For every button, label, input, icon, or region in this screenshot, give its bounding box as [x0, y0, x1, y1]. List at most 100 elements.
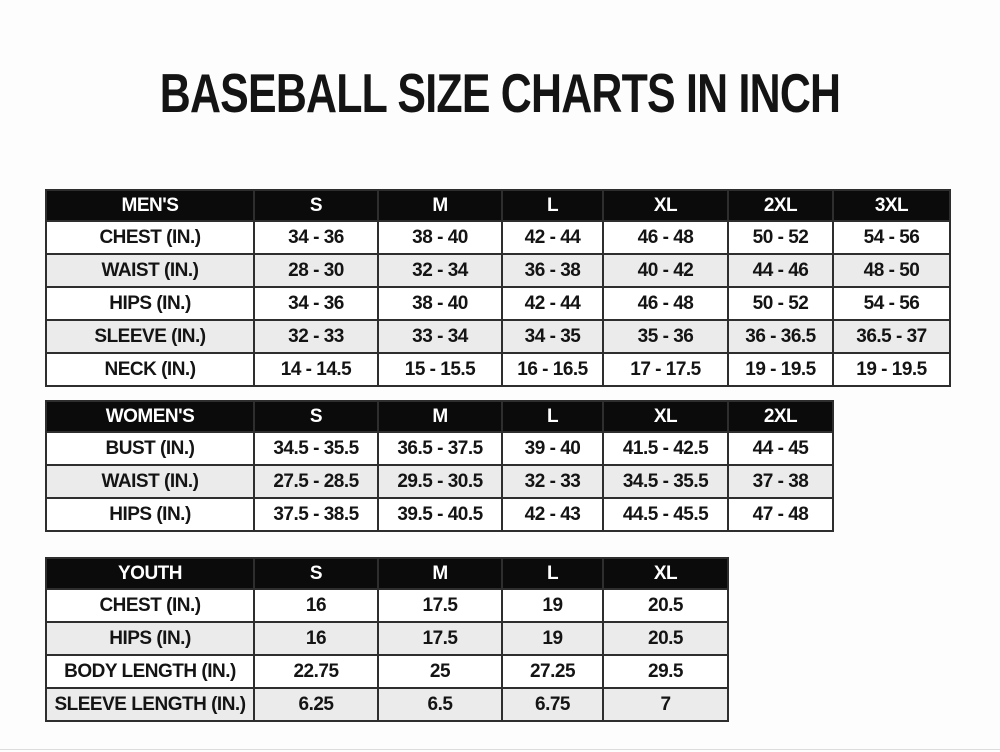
cell-body-length-in-xl: 29.5 [602, 654, 729, 689]
table-header-row: MEN'S S M L XL 2XL 3XL [45, 189, 951, 222]
size-table-womens: WOMEN'S S M L XL 2XL BUST (IN.) 34.5 - 35.5 36.5… [45, 400, 834, 532]
cell-neck-in-m: 15 - 15.5 [377, 352, 503, 387]
cell-neck-in-l: 16 - 16.5 [501, 352, 604, 387]
cell-sleeve-length-in-xl: 7 [602, 687, 729, 722]
row-label-sleeve-length-in: SLEEVE LENGTH (IN.) [45, 687, 255, 722]
col-header-women-s: WOMEN'S [45, 400, 255, 433]
cell-sleeve-in-3xl: 36.5 - 37 [832, 319, 951, 354]
cell-waist-in-2xl: 44 - 46 [727, 253, 834, 288]
row-label-hips-in: HIPS (IN.) [45, 621, 255, 656]
row-label-sleeve-in: SLEEVE (IN.) [45, 319, 255, 354]
col-header-men-s: MEN'S [45, 189, 255, 222]
table-row: BUST (IN.) 34.5 - 35.5 36.5 - 37.5 39 - 40 4… [45, 431, 834, 466]
col-header-l: L [501, 557, 604, 590]
cell-chest-in-xl: 46 - 48 [602, 220, 729, 255]
cell-chest-in-m: 17.5 [377, 588, 503, 623]
cell-neck-in-2xl: 19 - 19.5 [727, 352, 834, 387]
cell-hips-in-m: 17.5 [377, 621, 503, 656]
cell-waist-in-m: 29.5 - 30.5 [377, 464, 503, 499]
col-header-2xl: 2XL [727, 400, 834, 433]
cell-body-length-in-m: 25 [377, 654, 503, 689]
cell-hips-in-s: 37.5 - 38.5 [253, 497, 379, 532]
cell-bust-in-s: 34.5 - 35.5 [253, 431, 379, 466]
col-header-youth: YOUTH [45, 557, 255, 590]
cell-hips-in-m: 38 - 40 [377, 286, 503, 321]
cell-waist-in-l: 32 - 33 [501, 464, 604, 499]
row-label-bust-in: BUST (IN.) [45, 431, 255, 466]
cell-sleeve-length-in-s: 6.25 [253, 687, 379, 722]
cell-chest-in-s: 34 - 36 [253, 220, 379, 255]
cell-hips-in-l: 42 - 44 [501, 286, 604, 321]
cell-hips-in-xl: 46 - 48 [602, 286, 729, 321]
col-header-m: M [377, 400, 503, 433]
cell-chest-in-2xl: 50 - 52 [727, 220, 834, 255]
col-header-s: S [253, 189, 379, 222]
size-table-youth: YOUTH S M L XL CHEST (IN.) 16 17.5 19 20.5 HIPS (I… [45, 557, 729, 722]
cell-neck-in-s: 14 - 14.5 [253, 352, 379, 387]
row-label-chest-in: CHEST (IN.) [45, 588, 255, 623]
col-header-m: M [377, 557, 503, 590]
col-header-m: M [377, 189, 503, 222]
col-header-xl: XL [602, 189, 729, 222]
row-label-hips-in: HIPS (IN.) [45, 286, 255, 321]
table-row: NECK (IN.) 14 - 14.5 15 - 15.5 16 - 16.5 17 … [45, 352, 951, 387]
cell-sleeve-in-m: 33 - 34 [377, 319, 503, 354]
row-label-waist-in: WAIST (IN.) [45, 464, 255, 499]
cell-waist-in-s: 28 - 30 [253, 253, 379, 288]
cell-chest-in-s: 16 [253, 588, 379, 623]
table-header-row: WOMEN'S S M L XL 2XL [45, 400, 834, 433]
cell-chest-in-m: 38 - 40 [377, 220, 503, 255]
cell-waist-in-3xl: 48 - 50 [832, 253, 951, 288]
cell-waist-in-s: 27.5 - 28.5 [253, 464, 379, 499]
cell-hips-in-2xl: 47 - 48 [727, 497, 834, 532]
page-title: BASEBALL SIZE CHARTS IN INCH [159, 62, 841, 124]
col-header-3xl: 3XL [832, 189, 951, 222]
cell-hips-in-xl: 44.5 - 45.5 [602, 497, 729, 532]
cell-waist-in-2xl: 37 - 38 [727, 464, 834, 499]
row-label-chest-in: CHEST (IN.) [45, 220, 255, 255]
table-row: BODY LENGTH (IN.) 22.75 25 27.25 29.5 [45, 654, 729, 689]
cell-hips-in-l: 19 [501, 621, 604, 656]
cell-bust-in-xl: 41.5 - 42.5 [602, 431, 729, 466]
cell-body-length-in-s: 22.75 [253, 654, 379, 689]
col-header-l: L [501, 400, 604, 433]
cell-neck-in-xl: 17 - 17.5 [602, 352, 729, 387]
row-label-hips-in: HIPS (IN.) [45, 497, 255, 532]
cell-waist-in-l: 36 - 38 [501, 253, 604, 288]
table-row: SLEEVE (IN.) 32 - 33 33 - 34 34 - 35 35 - 36… [45, 319, 951, 354]
table-row: CHEST (IN.) 34 - 36 38 - 40 42 - 44 46 - 48 5… [45, 220, 951, 255]
table-row: WAIST (IN.) 27.5 - 28.5 29.5 - 30.5 32 - 33… [45, 464, 834, 499]
col-header-xl: XL [602, 557, 729, 590]
cell-body-length-in-l: 27.25 [501, 654, 604, 689]
cell-sleeve-length-in-m: 6.5 [377, 687, 503, 722]
cell-hips-in-l: 42 - 43 [501, 497, 604, 532]
cell-hips-in-s: 16 [253, 621, 379, 656]
cell-sleeve-in-s: 32 - 33 [253, 319, 379, 354]
cell-hips-in-3xl: 54 - 56 [832, 286, 951, 321]
cell-hips-in-2xl: 50 - 52 [727, 286, 834, 321]
size-table-mens: MEN'S S M L XL 2XL 3XL CHEST (IN.) 34 - 36 38 - 4… [45, 189, 951, 387]
cell-chest-in-3xl: 54 - 56 [832, 220, 951, 255]
cell-bust-in-m: 36.5 - 37.5 [377, 431, 503, 466]
cell-waist-in-xl: 34.5 - 35.5 [602, 464, 729, 499]
table-row: HIPS (IN.) 37.5 - 38.5 39.5 - 40.5 42 - 43 4… [45, 497, 834, 532]
row-label-neck-in: NECK (IN.) [45, 352, 255, 387]
table-row: SLEEVE LENGTH (IN.) 6.25 6.5 6.75 7 [45, 687, 729, 722]
cell-waist-in-xl: 40 - 42 [602, 253, 729, 288]
cell-bust-in-2xl: 44 - 45 [727, 431, 834, 466]
table-row: WAIST (IN.) 28 - 30 32 - 34 36 - 38 40 - 42 4… [45, 253, 951, 288]
cell-chest-in-xl: 20.5 [602, 588, 729, 623]
table-row: HIPS (IN.) 34 - 36 38 - 40 42 - 44 46 - 48 50… [45, 286, 951, 321]
cell-neck-in-3xl: 19 - 19.5 [832, 352, 951, 387]
row-label-waist-in: WAIST (IN.) [45, 253, 255, 288]
row-label-body-length-in: BODY LENGTH (IN.) [45, 654, 255, 689]
col-header-l: L [501, 189, 604, 222]
cell-chest-in-l: 42 - 44 [501, 220, 604, 255]
cell-waist-in-m: 32 - 34 [377, 253, 503, 288]
cell-bust-in-l: 39 - 40 [501, 431, 604, 466]
table-row: CHEST (IN.) 16 17.5 19 20.5 [45, 588, 729, 623]
cell-hips-in-s: 34 - 36 [253, 286, 379, 321]
cell-sleeve-in-l: 34 - 35 [501, 319, 604, 354]
cell-hips-in-m: 39.5 - 40.5 [377, 497, 503, 532]
